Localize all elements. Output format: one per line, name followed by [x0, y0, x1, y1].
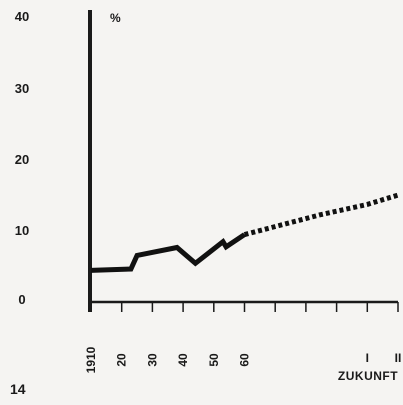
y-tick-label-10: 10: [15, 223, 29, 238]
x-tick-label: 50: [207, 353, 221, 367]
x-tick-labels: 1910 20 30 40 50 60 I II: [84, 346, 401, 373]
page-number: 14: [10, 381, 26, 397]
y-tick-label-20: 20: [15, 152, 29, 167]
y-tick-label-0: 0: [18, 292, 25, 307]
x-tick-label: I: [366, 351, 369, 365]
x-tick-label: 60: [238, 353, 252, 367]
x-tick-label: 40: [176, 353, 190, 367]
series-line-projection: [243, 192, 399, 238]
x-tick-label: 30: [145, 353, 159, 367]
y-unit-label: %: [110, 11, 121, 25]
future-label: ZUKUNFT: [338, 369, 398, 383]
x-tick-marks: [90, 302, 399, 312]
x-tick-label: 1910: [84, 346, 98, 373]
y-tick-label-40: 40: [15, 9, 29, 24]
series-line-historical: [90, 232, 246, 273]
x-tick-label: II: [395, 351, 402, 365]
x-tick-label: 20: [115, 353, 129, 367]
series-group: [90, 192, 399, 273]
y-tick-label-30: 30: [15, 81, 29, 96]
